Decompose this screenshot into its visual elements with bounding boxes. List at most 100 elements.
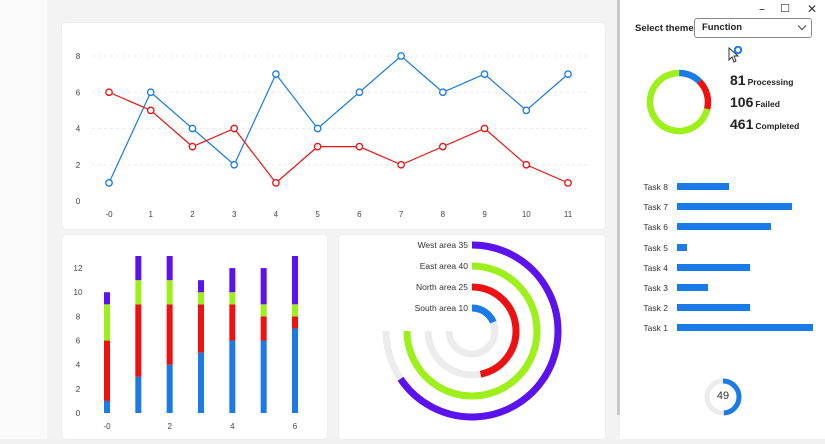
data-point[interactable] <box>397 160 405 169</box>
data-point[interactable] <box>313 124 322 133</box>
radial-bar-name: East area <box>420 261 457 271</box>
data-point[interactable] <box>397 52 405 60</box>
side-panel <box>620 0 825 439</box>
radial-bar[interactable] <box>471 283 520 378</box>
x-tick-label: -0 <box>105 210 113 219</box>
x-tick-label: 11 <box>564 210 573 219</box>
radial-bar[interactable] <box>403 262 541 400</box>
bar-segment[interactable] <box>135 256 142 281</box>
bar-segment[interactable] <box>198 280 204 293</box>
gauge-fill <box>704 378 742 416</box>
data-point[interactable] <box>355 88 364 97</box>
bar-segment[interactable] <box>166 304 173 365</box>
task-bar[interactable] <box>677 183 730 190</box>
y-tick-label: 8 <box>76 52 81 61</box>
bar-segment[interactable] <box>135 376 142 413</box>
x-tick-label: 5 <box>315 210 320 219</box>
bar-segment[interactable] <box>198 292 204 305</box>
vertical-scrollbar[interactable] <box>617 0 620 415</box>
data-point[interactable] <box>188 124 197 133</box>
radial-bar-label: East area 40 <box>420 261 468 271</box>
data-point[interactable] <box>146 88 155 97</box>
data-point[interactable] <box>355 142 364 151</box>
bar-segment[interactable] <box>135 304 142 377</box>
task-label: Task 8 <box>643 182 668 192</box>
data-point[interactable] <box>313 142 322 151</box>
radial-bar-name: South area <box>415 303 457 313</box>
theme-dropdown[interactable]: Function <box>694 18 812 38</box>
bar-segment[interactable] <box>104 340 110 401</box>
close-button[interactable]: ✕ <box>806 2 818 16</box>
minimize-button[interactable]: – <box>759 2 765 16</box>
bar-segment[interactable] <box>260 340 267 413</box>
data-point[interactable] <box>564 70 572 78</box>
task-label: Task 4 <box>643 262 668 273</box>
task-bar[interactable] <box>677 284 709 291</box>
progress-gauge <box>704 378 742 416</box>
bar-segment[interactable] <box>229 304 236 341</box>
x-tick-label: 10 <box>522 210 531 219</box>
radial-bar-value: 25 <box>459 282 469 292</box>
data-point[interactable] <box>438 88 447 97</box>
donut-segment[interactable] <box>644 67 714 137</box>
donut-segment[interactable] <box>643 66 715 138</box>
task-bar[interactable] <box>677 223 772 231</box>
radial-bar-value: 10 <box>459 303 469 313</box>
task-bar[interactable] <box>677 304 751 312</box>
bar-segment[interactable] <box>104 304 110 341</box>
data-point[interactable] <box>146 106 155 115</box>
maximize-button[interactable]: ☐ <box>780 2 790 15</box>
x-tick-label: 6 <box>293 422 298 431</box>
bar-segment[interactable] <box>229 268 236 293</box>
bar-segment[interactable] <box>260 316 267 341</box>
radial-bar[interactable] <box>397 241 562 421</box>
data-point[interactable] <box>564 179 572 187</box>
status-donut <box>643 66 715 138</box>
task-bar[interactable] <box>677 203 793 211</box>
bar-segment[interactable] <box>260 304 267 317</box>
bar-segment[interactable] <box>260 268 267 305</box>
bar-segment[interactable] <box>229 340 236 413</box>
data-point[interactable] <box>272 70 280 78</box>
x-tick-label: 4 <box>274 210 279 219</box>
bar-segment[interactable] <box>292 304 298 317</box>
data-point[interactable] <box>438 142 447 151</box>
bar-segment[interactable] <box>292 316 298 329</box>
bar-segment[interactable] <box>198 352 204 413</box>
stat-failed: 106 Failed <box>730 94 780 112</box>
y-tick-label: 4 <box>76 361 81 370</box>
bar-segment[interactable] <box>292 328 298 413</box>
task-bar[interactable] <box>677 324 813 332</box>
bar-segment[interactable] <box>292 256 298 305</box>
data-point[interactable] <box>230 160 239 169</box>
bar-segment[interactable] <box>104 400 110 413</box>
x-tick-label: 2 <box>167 422 172 431</box>
task-bar[interactable] <box>677 263 751 271</box>
data-point[interactable] <box>188 142 197 151</box>
data-point[interactable] <box>105 179 113 187</box>
radial-bar-label: South area 10 <box>415 303 469 313</box>
radial-bar-value: 35 <box>459 240 469 250</box>
task-bar[interactable] <box>677 243 688 251</box>
bar-segment[interactable] <box>166 256 173 281</box>
data-point[interactable] <box>105 88 113 97</box>
bar-segment[interactable] <box>229 292 236 305</box>
data-point[interactable] <box>480 70 489 78</box>
bar-segment[interactable] <box>166 280 173 305</box>
bar-segment[interactable] <box>104 292 110 305</box>
data-point[interactable] <box>522 160 531 169</box>
radial-bar[interactable] <box>471 304 497 324</box>
x-tick-label: 9 <box>482 210 487 219</box>
y-tick-label: 2 <box>76 161 81 170</box>
bar-segment[interactable] <box>198 304 204 353</box>
task-label: Task 3 <box>643 283 668 293</box>
bar-segment[interactable] <box>135 280 142 305</box>
data-point[interactable] <box>230 124 239 133</box>
processing-label: Processing <box>747 77 794 87</box>
bar-segment[interactable] <box>166 364 173 413</box>
data-point[interactable] <box>272 179 280 187</box>
radial-bar-label: North area 25 <box>416 282 468 292</box>
data-point[interactable] <box>480 124 489 133</box>
data-point[interactable] <box>522 106 531 115</box>
left-margin <box>0 0 47 439</box>
